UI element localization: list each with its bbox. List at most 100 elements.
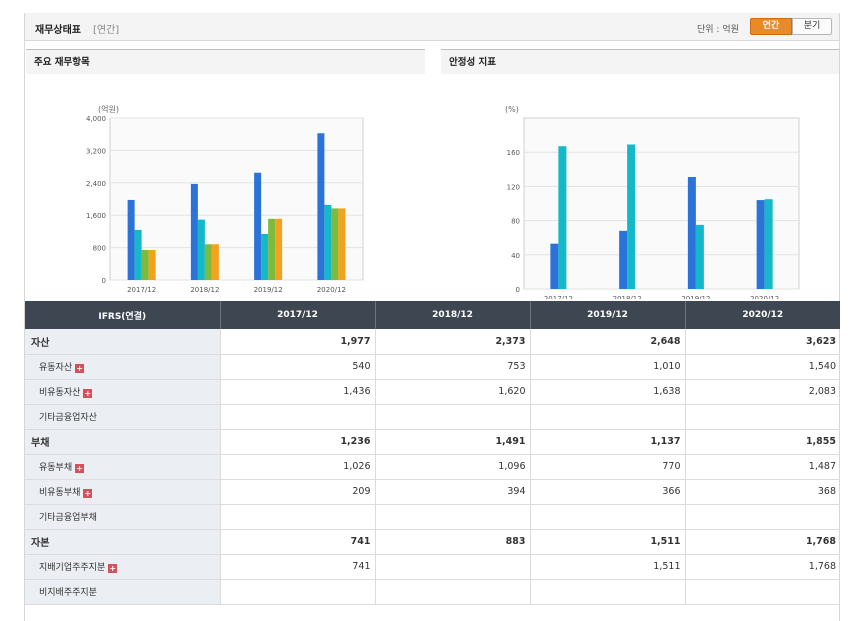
bar-4-2017-12 (148, 249, 156, 280)
y-tick-label: 3,200 (86, 147, 106, 155)
value-cell: 2,648 (530, 329, 686, 355)
x-tick-label: 2017/12 (544, 295, 573, 299)
row-label: 유동자산 + (25, 354, 221, 380)
row-label-text: 비유동부채 (39, 488, 81, 498)
value-cell: 1,026 (220, 454, 376, 480)
value-cell: 1,436 (220, 379, 376, 405)
bar-2-2019-12 (695, 224, 704, 289)
value-cell (375, 504, 531, 530)
y-tick-label: 1,600 (86, 212, 106, 220)
table-row: 비유동자산 +1,436 1,620 1,638 2,083 (25, 379, 840, 405)
value-cell (530, 504, 686, 530)
value-cell: 394 (375, 479, 531, 505)
stability-chart-title: 안정성 지표 (441, 49, 839, 74)
value-cell: 770 (530, 454, 686, 480)
value-cell: 1,855 (685, 429, 840, 455)
value-cell: 1,768 (685, 529, 840, 555)
unit-label: 단위 : 억원 (697, 25, 739, 35)
bar-1-2018-12 (190, 183, 198, 280)
value-cell: 368 (685, 479, 840, 505)
y-tick-label: 40 (511, 252, 520, 260)
bar-1-2020-12 (756, 200, 765, 289)
value-cell: 366 (530, 479, 686, 505)
row-label: 기타금융업자산 (25, 404, 221, 430)
value-cell (375, 554, 531, 580)
value-cell: 741 (220, 529, 376, 555)
financial-statement-widget: 재무상태표 [연간] 단위 : 억원 연간 분기 주요 재무항목 (억원) 4,0… (24, 13, 840, 621)
y-tick-label: 800 (93, 245, 106, 253)
quarterly-toggle-button[interactable]: 분기 (792, 18, 832, 35)
table-row: 비지배주주지분 (25, 579, 840, 605)
row-label-text: 비지배주주지분 (39, 588, 97, 598)
y-tick-label: 80 (511, 218, 520, 226)
bar-2-2020-12 (764, 199, 773, 289)
table-header-row: IFRS(연결) 2017/12 2018/12 2019/12 2020/12 (25, 301, 840, 329)
main-items-chart-title: 주요 재무항목 (26, 49, 425, 74)
row-label: 비지배주주지분 (25, 579, 221, 605)
row-label-text: 기타금융업자산 (39, 413, 97, 423)
row-label: 기타금융업부채 (25, 504, 221, 530)
value-cell: 1,096 (375, 454, 531, 480)
bar-1-2018-12 (619, 230, 628, 289)
table-row: 비유동부채 +209 394 366 368 (25, 479, 840, 505)
value-cell: 540 (220, 354, 376, 380)
column-header-period: 2018/12 (375, 301, 531, 329)
annual-toggle-button[interactable]: 연간 (750, 18, 792, 35)
value-cell: 741 (220, 554, 376, 580)
row-label: 자본 (25, 529, 221, 555)
row-label-text: 비유동자산 (39, 388, 81, 398)
value-cell: 1,010 (530, 354, 686, 380)
value-cell: 753 (375, 354, 531, 380)
row-label: 자산 (25, 329, 221, 355)
value-cell (530, 404, 686, 430)
value-cell: 1,491 (375, 429, 531, 455)
column-header-period: 2017/12 (220, 301, 376, 329)
value-cell (220, 504, 376, 530)
value-cell: 1,540 (685, 354, 840, 380)
row-label-text: 부채 (31, 438, 50, 449)
bar-4-2018-12 (211, 244, 219, 280)
row-label: 비유동부채 + (25, 479, 221, 505)
stability-chart: (%) 160 120 80 40 0 2017/12 2018/12 2019/12 2020/… (505, 105, 800, 299)
row-label-text: 자본 (31, 538, 50, 549)
bar-1-2017-12 (127, 199, 135, 280)
bar-3-2019-12 (268, 218, 276, 280)
balance-sheet-table: IFRS(연결) 2017/12 2018/12 2019/12 2020/12 자산 1… (25, 301, 840, 605)
bar-1-2019-12 (687, 176, 696, 289)
value-cell (685, 404, 840, 430)
value-cell: 883 (375, 529, 531, 555)
y-tick-label: 120 (507, 183, 520, 191)
row-label-text: 유동자산 (39, 363, 73, 373)
bar-2-2017-12 (134, 229, 142, 280)
bar-1-2019-12 (254, 172, 262, 280)
table-row: 유동부채 +1,026 1,096 770 1,487 (25, 454, 840, 480)
expand-plus-icon[interactable]: + (83, 389, 93, 398)
y-axis-unit-label: (억원) (98, 104, 119, 114)
expand-plus-icon[interactable]: + (83, 489, 93, 498)
value-cell (685, 504, 840, 530)
value-cell: 1,638 (530, 379, 686, 405)
value-cell: 2,083 (685, 379, 840, 405)
x-tick-label: 2018/12 (190, 286, 219, 294)
value-cell: 1,620 (375, 379, 531, 405)
bar-3-2018-12 (204, 244, 212, 280)
row-label: 부채 (25, 429, 221, 455)
bar-3-2017-12 (141, 249, 149, 280)
x-tick-label: 2019/12 (254, 286, 283, 294)
bar-4-2020-12 (338, 208, 346, 280)
expand-plus-icon[interactable]: + (108, 564, 118, 573)
x-tick-label: 2017/12 (127, 286, 156, 294)
row-label: 지배기업주주지분 + (25, 554, 221, 580)
main-items-chart-panel: 주요 재무항목 (억원) 4,000 3,200 2,400 1,600 800 0 2017… (26, 49, 425, 299)
bar-1-2017-12 (550, 243, 559, 289)
value-cell (530, 579, 686, 605)
table-row: 자본 741 883 1,511 1,768 (25, 529, 840, 555)
bar-2-2019-12 (261, 233, 269, 280)
expand-plus-icon[interactable]: + (75, 464, 85, 473)
value-cell: 1,137 (530, 429, 686, 455)
expand-plus-icon[interactable]: + (75, 364, 85, 373)
value-cell: 2,373 (375, 329, 531, 355)
bar-2-2017-12 (558, 146, 567, 289)
bar-2-2018-12 (627, 144, 636, 289)
value-cell: 1,236 (220, 429, 376, 455)
